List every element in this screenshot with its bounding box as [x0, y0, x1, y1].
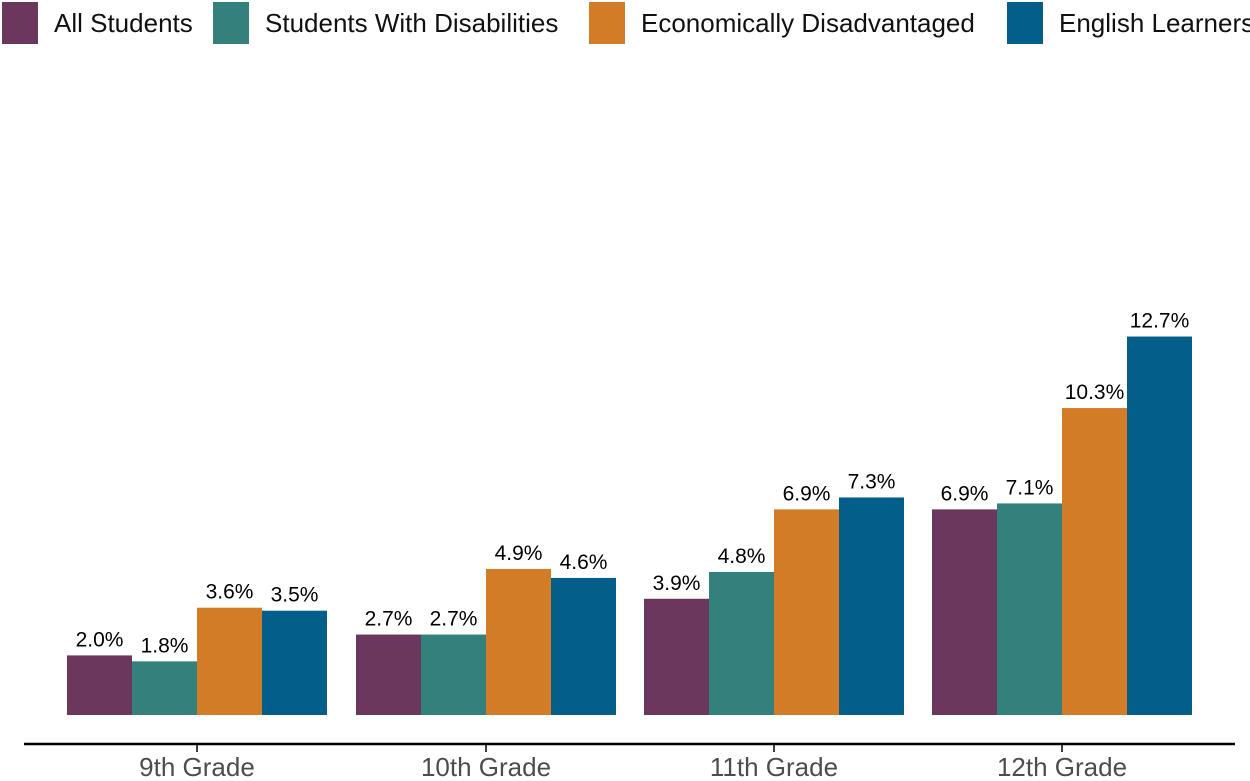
- bar-students-with-disabilities-12th-grade: [997, 503, 1062, 715]
- legend-item-all-students: All Students: [2, 2, 193, 44]
- bar-english-learners-10th-grade: [551, 577, 616, 715]
- bar-group-12th-grade: 6.9% 7.1% 10.3% 12.7%: [932, 310, 1192, 715]
- bar-all-students-11th-grade: [644, 598, 709, 715]
- bar-value-label: 2.0%: [76, 628, 124, 651]
- legend-label: Economically Disadvantaged: [641, 8, 975, 38]
- bar-group-9th-grade: 2.0% 1.8% 3.6% 3.5%: [67, 581, 327, 715]
- bar-value-label: 7.3%: [848, 470, 896, 493]
- bar-value-label: 1.8%: [141, 634, 189, 657]
- bar-english-learners-9th-grade: [262, 610, 327, 715]
- legend-item-students-with-disabilities: Students With Disabilities: [213, 2, 558, 44]
- legend-item-economically-disadvantaged: Economically Disadvantaged: [589, 2, 975, 44]
- bar-value-label: 4.8%: [718, 545, 766, 568]
- legend-label: Students With Disabilities: [265, 8, 558, 38]
- x-tick-label: 11th Grade: [710, 752, 838, 781]
- x-axis: 9th Grade 10th Grade 11th Grade 12th Grade: [24, 742, 1235, 781]
- bar-value-label: 6.9%: [783, 482, 831, 505]
- bar-value-label: 7.1%: [1006, 476, 1054, 499]
- plot-area: 2.0% 1.8% 3.6% 3.5% 2.7% 2.7% 4.9% 4.6% 3.9% 4.8%…: [67, 310, 1192, 715]
- bar-value-label: 4.6%: [560, 551, 608, 574]
- bar-value-label: 6.9%: [941, 482, 989, 505]
- legend: All Students Students With Disabilities Ec…: [2, 2, 1250, 44]
- x-tick-label: 9th Grade: [139, 752, 255, 781]
- legend-label: English Learners: [1059, 8, 1250, 38]
- bar-value-label: 2.7%: [365, 608, 413, 631]
- legend-item-english-learners: English Learners: [1007, 2, 1250, 44]
- bar-english-learners-11th-grade: [839, 497, 904, 715]
- bar-economically-disadvantaged-11th-grade: [774, 509, 839, 715]
- legend-swatch: [213, 2, 249, 44]
- legend-swatch: [1007, 2, 1043, 44]
- legend-swatch: [589, 2, 625, 44]
- bar-students-with-disabilities-11th-grade: [709, 571, 774, 715]
- bar-all-students-12th-grade: [932, 509, 997, 715]
- bar-value-label: 3.9%: [653, 572, 701, 595]
- bar-value-label: 10.3%: [1065, 381, 1125, 404]
- bar-all-students-9th-grade: [67, 655, 132, 715]
- bar-all-students-10th-grade: [356, 634, 421, 715]
- bar-value-label: 4.9%: [495, 542, 543, 565]
- bar-economically-disadvantaged-12th-grade: [1062, 408, 1127, 715]
- bar-value-label: 12.7%: [1130, 310, 1190, 333]
- legend-swatch: [2, 2, 38, 44]
- bar-value-label: 3.6%: [206, 581, 254, 604]
- bar-group-11th-grade: 3.9% 4.8% 6.9% 7.3%: [644, 470, 904, 715]
- bar-english-learners-12th-grade: [1127, 336, 1192, 715]
- x-tick-label: 12th Grade: [997, 752, 1127, 781]
- legend-label: All Students: [54, 8, 193, 38]
- bar-economically-disadvantaged-9th-grade: [197, 607, 262, 715]
- bar-students-with-disabilities-10th-grade: [421, 634, 486, 715]
- bar-group-10th-grade: 2.7% 2.7% 4.9% 4.6%: [356, 542, 616, 715]
- bar-value-label: 3.5%: [271, 584, 319, 607]
- bar-students-with-disabilities-9th-grade: [132, 661, 197, 715]
- bar-value-label: 2.7%: [430, 608, 478, 631]
- x-tick-label: 10th Grade: [421, 752, 551, 781]
- bar-economically-disadvantaged-10th-grade: [486, 568, 551, 715]
